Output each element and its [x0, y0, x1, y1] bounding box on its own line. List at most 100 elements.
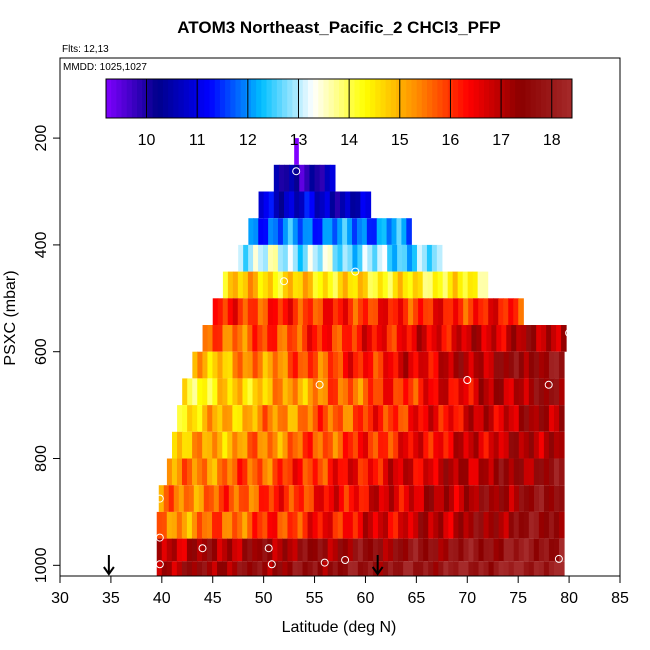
heat-cell: [412, 271, 419, 299]
heat-cell: [488, 511, 495, 539]
heat-cell: [433, 538, 439, 562]
heat-cell: [418, 298, 424, 326]
heat-cell: [357, 538, 364, 562]
heat-cell: [297, 561, 304, 576]
colorbar-segment: [121, 79, 128, 118]
heat-cell: [237, 431, 243, 459]
colorbar-segment: [214, 79, 221, 118]
heat-cell: [252, 405, 259, 432]
heat-cell: [307, 405, 314, 432]
heat-cell: [284, 191, 290, 219]
heat-cell: [498, 351, 505, 379]
heat-cell: [423, 351, 429, 379]
heat-cell: [518, 431, 525, 459]
colorbar-segment: [230, 79, 236, 118]
heat-cell: [171, 561, 178, 576]
heat-cell: [272, 431, 279, 459]
heat-cell: [436, 325, 443, 352]
heat-cell: [297, 298, 304, 326]
heat-cell: [340, 191, 346, 219]
heat-cell: [257, 325, 263, 352]
heat-cell: [202, 431, 208, 459]
heat-cell: [163, 485, 170, 512]
heat-cell: [282, 244, 289, 272]
heat-cell: [503, 561, 510, 576]
colorbar-segment: [416, 79, 423, 118]
colorbar-segment: [204, 79, 211, 118]
heat-cell: [368, 405, 374, 432]
heat-cell: [262, 298, 269, 326]
heat-cell: [503, 378, 510, 406]
colorbar-segment: [256, 79, 262, 118]
heat-cell: [443, 351, 450, 379]
heat-cell: [377, 511, 384, 539]
heat-cell: [287, 561, 294, 576]
heat-cell: [407, 271, 414, 299]
heat-cell: [222, 405, 228, 432]
heat-cell: [292, 271, 299, 299]
heat-cell: [156, 511, 163, 539]
heat-cell: [518, 378, 525, 406]
heat-cell: [327, 351, 334, 379]
colorbar-segment: [147, 79, 154, 118]
heat-cell: [287, 458, 294, 486]
heat-cell: [267, 378, 274, 406]
heat-cell: [368, 351, 374, 379]
heat-cell: [317, 431, 324, 459]
heat-cell: [193, 485, 200, 512]
heat-cell: [327, 405, 334, 432]
x-axis-label: Latitude (deg N): [282, 619, 397, 636]
colorbar-segment: [137, 79, 143, 118]
heat-cell: [247, 538, 253, 562]
heat-cell: [443, 431, 450, 459]
heat-cell: [232, 431, 238, 459]
heat-cell: [297, 405, 304, 432]
heat-cell: [523, 458, 530, 486]
heat-cell: [457, 271, 464, 299]
sample-point: [554, 554, 563, 563]
heat-cell: [312, 431, 319, 459]
heat-cell: [366, 218, 373, 245]
heat-cell: [312, 405, 319, 432]
colorbar-segment: [375, 79, 381, 118]
heat-cell: [403, 298, 409, 326]
colorbar-segment: [282, 79, 288, 118]
heat-cell: [257, 511, 263, 539]
heat-cell: [531, 325, 537, 352]
heat-cell: [343, 485, 350, 512]
heat-cell: [518, 351, 525, 379]
heat-cell: [393, 378, 399, 406]
colorbar-segment: [219, 79, 226, 118]
heat-cell: [538, 351, 545, 379]
heat-cell: [473, 458, 480, 486]
heat-cell: [543, 458, 550, 486]
heat-cell: [322, 244, 329, 272]
colorbar-segment: [225, 79, 231, 118]
heat-cell: [337, 218, 343, 245]
heat-cell: [348, 351, 354, 379]
heat-cell: [278, 164, 285, 192]
heat-cell: [533, 431, 540, 459]
heat-cell: [493, 561, 500, 576]
heat-cell: [463, 538, 470, 562]
heat-cell: [373, 485, 380, 512]
heat-cell: [413, 431, 419, 459]
heat-cell: [443, 298, 449, 326]
heat-cell: [166, 538, 173, 562]
heat-cell: [192, 405, 198, 432]
heat-cell: [307, 378, 314, 406]
heat-cell: [277, 431, 284, 459]
heat-cell: [503, 431, 510, 459]
heat-cell: [237, 405, 244, 432]
heat-cell: [553, 561, 560, 576]
colorbar-segment: [504, 79, 511, 118]
heat-cell: [196, 511, 203, 539]
colorbar-segment: [266, 79, 273, 118]
heat-cell: [166, 511, 173, 539]
heat-cell: [262, 458, 269, 486]
heat-cell: [513, 511, 520, 539]
heat-cell: [267, 325, 273, 352]
heat-cell: [242, 561, 248, 576]
heat-cell: [201, 561, 208, 576]
heat-cell: [452, 271, 459, 299]
